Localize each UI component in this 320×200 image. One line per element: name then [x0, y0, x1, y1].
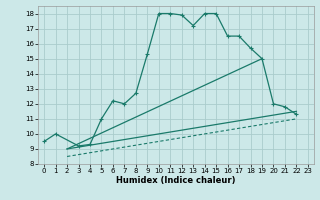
X-axis label: Humidex (Indice chaleur): Humidex (Indice chaleur)	[116, 176, 236, 185]
